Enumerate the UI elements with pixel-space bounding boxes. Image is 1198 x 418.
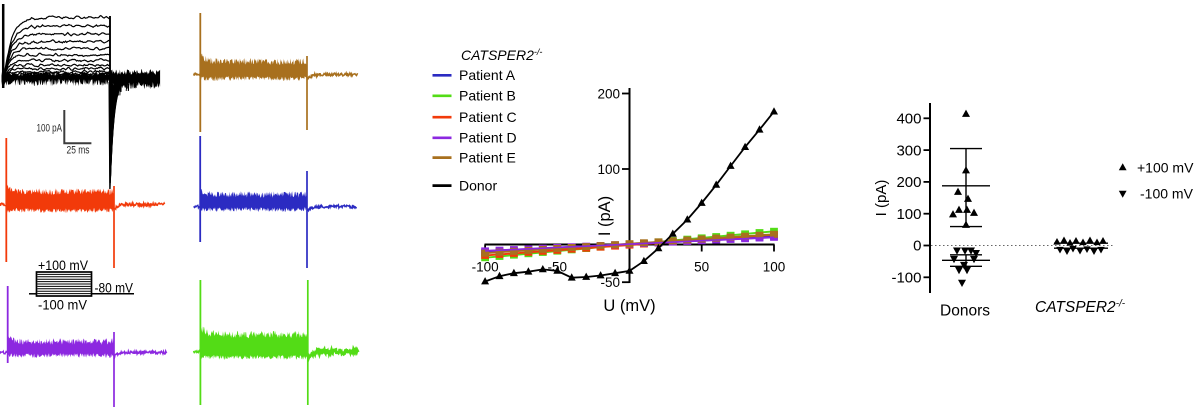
- svg-text:200: 200: [597, 86, 620, 101]
- svg-text:-100 mV: -100 mV: [1140, 186, 1194, 202]
- svg-text:200: 200: [896, 174, 921, 191]
- svg-text:100: 100: [763, 260, 786, 275]
- svg-text:Patient A: Patient A: [459, 67, 516, 83]
- svg-text:400: 400: [896, 111, 921, 128]
- svg-text:-80 mV: -80 mV: [95, 281, 134, 296]
- svg-text:300: 300: [896, 142, 921, 159]
- svg-text:I (pA): I (pA): [873, 180, 890, 217]
- svg-text:100: 100: [597, 162, 620, 177]
- svg-text:+100 mV: +100 mV: [38, 258, 88, 273]
- svg-text:Donor: Donor: [459, 177, 497, 193]
- svg-text:25 ms: 25 ms: [67, 145, 90, 157]
- svg-text:I (pA): I (pA): [596, 196, 614, 236]
- svg-text:Patient C: Patient C: [459, 109, 517, 125]
- svg-text:0: 0: [913, 238, 921, 255]
- svg-text:Patient E: Patient E: [459, 149, 516, 165]
- svg-text:-100: -100: [891, 270, 921, 287]
- svg-text:U (mV): U (mV): [603, 297, 655, 315]
- svg-text:CATSPER2-/-: CATSPER2-/-: [461, 47, 542, 63]
- svg-text:+100 mV: +100 mV: [1137, 160, 1194, 176]
- svg-text:Donors: Donors: [940, 303, 990, 320]
- svg-text:-100: -100: [472, 260, 499, 275]
- svg-text:-100 mV: -100 mV: [38, 298, 87, 313]
- svg-text:Patient B: Patient B: [459, 88, 516, 104]
- svg-text:100: 100: [896, 206, 921, 223]
- svg-text:50: 50: [694, 260, 709, 275]
- svg-text:100 pA: 100 pA: [37, 123, 63, 135]
- svg-text:Patient D: Patient D: [459, 130, 517, 146]
- svg-text:CATSPER2-/-: CATSPER2-/-: [1035, 299, 1126, 317]
